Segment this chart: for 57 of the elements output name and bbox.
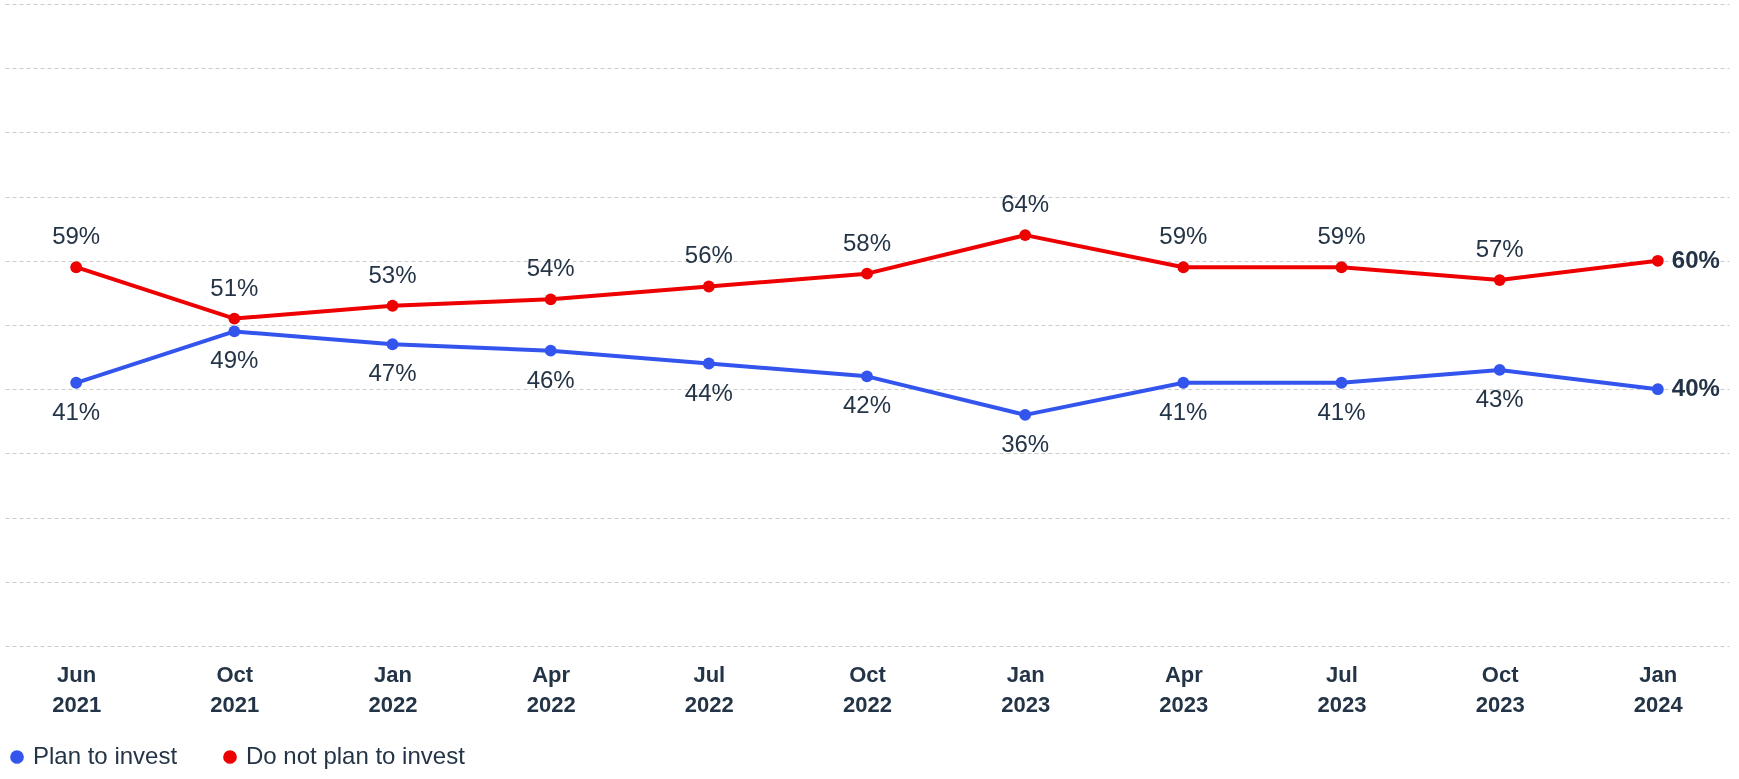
data-label: 43% [1475, 384, 1524, 412]
point [861, 267, 873, 280]
point [702, 280, 715, 293]
point [1651, 254, 1664, 267]
x-tick-label: Oct 2021 [210, 661, 260, 717]
point [228, 325, 241, 338]
point [1019, 229, 1032, 242]
data-label: 60% [1671, 245, 1720, 273]
data-label: 58% [842, 228, 892, 256]
data-label: 36% [1001, 429, 1050, 457]
data-label: 41% [1317, 397, 1366, 425]
point [1177, 376, 1190, 389]
data-label: 42% [842, 391, 892, 419]
data-label: 57% [1475, 235, 1524, 263]
point [861, 370, 873, 383]
data-label: 40% [1671, 374, 1720, 402]
point [1493, 274, 1506, 286]
x-tick-label: Jul 2022 [684, 661, 734, 717]
legend-label: Plan to invest [33, 742, 178, 769]
data-label: 47% [368, 359, 417, 387]
point [386, 338, 399, 351]
point [1493, 364, 1506, 376]
data-label: 59% [1159, 222, 1208, 250]
point [228, 312, 241, 325]
point [702, 357, 715, 370]
point [1019, 408, 1032, 421]
x-tick-label: Jan 2024 [1633, 661, 1684, 717]
point [1335, 261, 1348, 274]
x-tick-label: Apr 2022 [526, 661, 576, 717]
x-tick-label: Jul 2023 [1317, 661, 1367, 717]
point [1335, 376, 1348, 389]
data-label: 53% [368, 260, 417, 288]
x-tick-label: Apr 2023 [1159, 661, 1209, 717]
data-label: 46% [526, 365, 575, 393]
x-tick-label: Oct 2023 [1475, 661, 1525, 717]
data-label: 59% [52, 222, 101, 250]
data-label: 44% [684, 378, 733, 406]
x-tick-label: Jan 2022 [368, 661, 418, 717]
point [544, 344, 557, 357]
data-label: 51% [210, 273, 259, 301]
data-label: 41% [52, 397, 101, 425]
data-label: 41% [1159, 397, 1208, 425]
data-label: 54% [526, 254, 575, 282]
point [1177, 261, 1190, 274]
x-tick-label: Oct 2022 [843, 661, 892, 717]
legend-label: Do not plan to invest [246, 742, 466, 769]
point [544, 293, 557, 306]
point [386, 299, 399, 312]
x-tick-label: Jan 2023 [1001, 661, 1051, 717]
data-label: 59% [1317, 222, 1366, 250]
point [70, 376, 83, 389]
point [70, 261, 83, 274]
point [1651, 383, 1664, 396]
data-label: 49% [210, 346, 259, 374]
x-tick-label: Jun 2021 [52, 661, 102, 717]
data-label: 56% [684, 241, 733, 269]
data-label: 64% [1001, 190, 1050, 218]
